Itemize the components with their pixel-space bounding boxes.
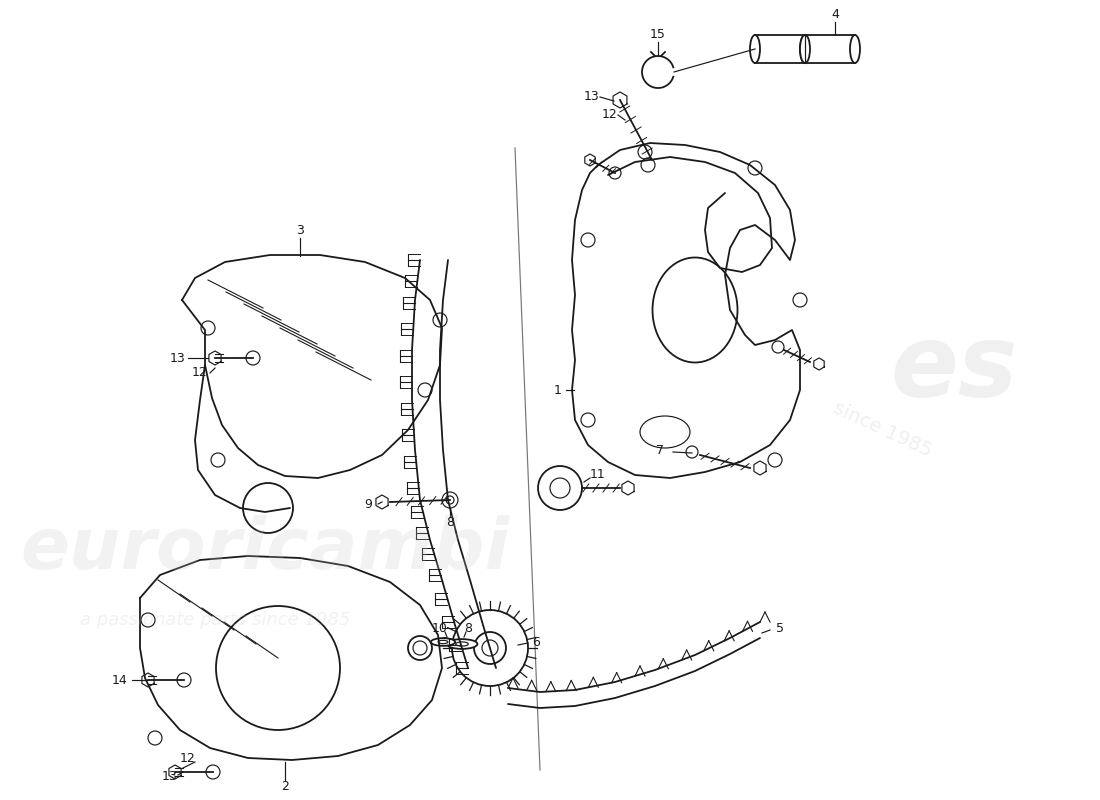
Ellipse shape [640,416,690,448]
Text: a passionate parts since 1985: a passionate parts since 1985 [80,611,351,629]
Ellipse shape [455,642,469,646]
Text: 3: 3 [296,223,304,237]
Ellipse shape [800,35,810,63]
FancyBboxPatch shape [805,35,855,63]
Text: 13: 13 [584,90,600,102]
Text: 8: 8 [464,622,472,634]
Text: 10: 10 [432,622,448,634]
Ellipse shape [850,35,860,63]
FancyBboxPatch shape [755,35,805,63]
Text: euroricambi: euroricambi [20,515,509,585]
Ellipse shape [652,258,737,362]
Text: 13: 13 [170,351,186,365]
Text: 12: 12 [180,753,196,766]
Text: 1: 1 [554,383,562,397]
Text: 4: 4 [832,7,839,21]
Text: 12: 12 [602,109,618,122]
Text: 2: 2 [282,779,289,793]
Ellipse shape [438,640,448,644]
Text: 15: 15 [650,27,666,41]
Text: 8: 8 [446,517,454,530]
Ellipse shape [750,35,760,63]
Text: 14: 14 [112,674,128,686]
Ellipse shape [447,639,477,649]
Ellipse shape [800,35,810,63]
Text: 9: 9 [364,498,372,511]
Text: es: es [890,322,1018,418]
Text: 12: 12 [192,366,208,379]
Ellipse shape [431,638,455,646]
Text: since 1985: since 1985 [830,399,935,461]
Text: 7: 7 [656,443,664,457]
Text: 6: 6 [532,635,540,649]
Text: 13: 13 [162,770,178,782]
Text: 5: 5 [776,622,784,634]
Text: 11: 11 [590,469,606,482]
